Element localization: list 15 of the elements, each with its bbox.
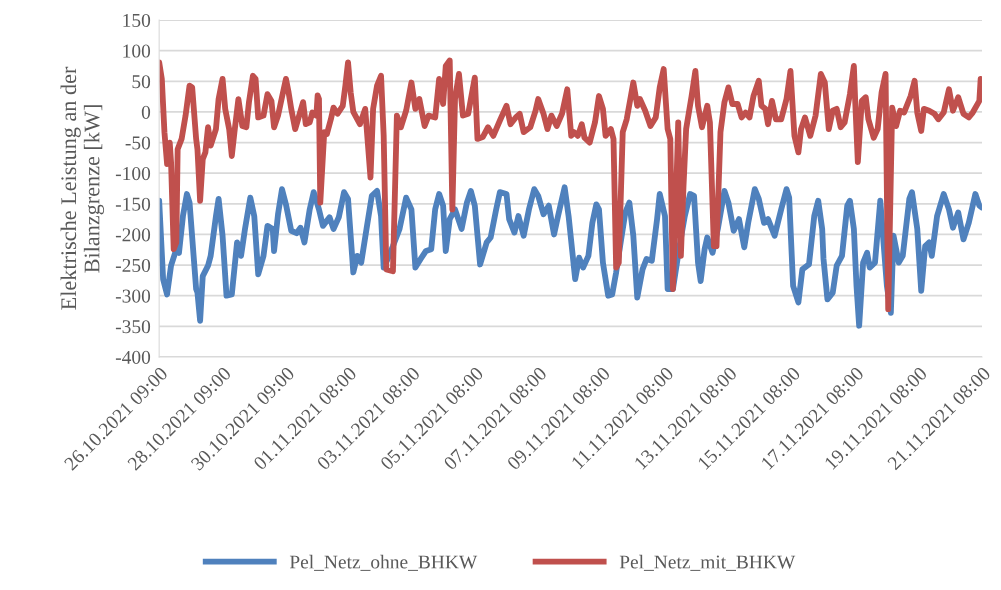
y-tick-label: -350 xyxy=(115,320,151,334)
y-tick-label: -250 xyxy=(115,258,151,273)
y-tick-label: -200 xyxy=(115,228,151,242)
legend-label: Pel_Netz_mit_BHKW xyxy=(619,554,796,571)
legend-label: Pel_Netz_ohne_BHKW xyxy=(289,554,478,571)
y-tick-label: 0 xyxy=(141,105,151,119)
y-tick-label: 50 xyxy=(132,75,151,89)
y-tick-label: -100 xyxy=(115,167,151,181)
y-tick-label: -50 xyxy=(125,136,151,150)
y-axis-title: Elektrische Leistung an der Bilanzgrenze [kW] xyxy=(60,66,105,310)
y-tick-label: 150 xyxy=(123,13,151,27)
y-tick-label: -150 xyxy=(115,197,151,211)
y-tick-label: -300 xyxy=(115,289,151,303)
y-tick-label: -400 xyxy=(115,350,151,364)
y-tick-label: 100 xyxy=(123,44,151,58)
